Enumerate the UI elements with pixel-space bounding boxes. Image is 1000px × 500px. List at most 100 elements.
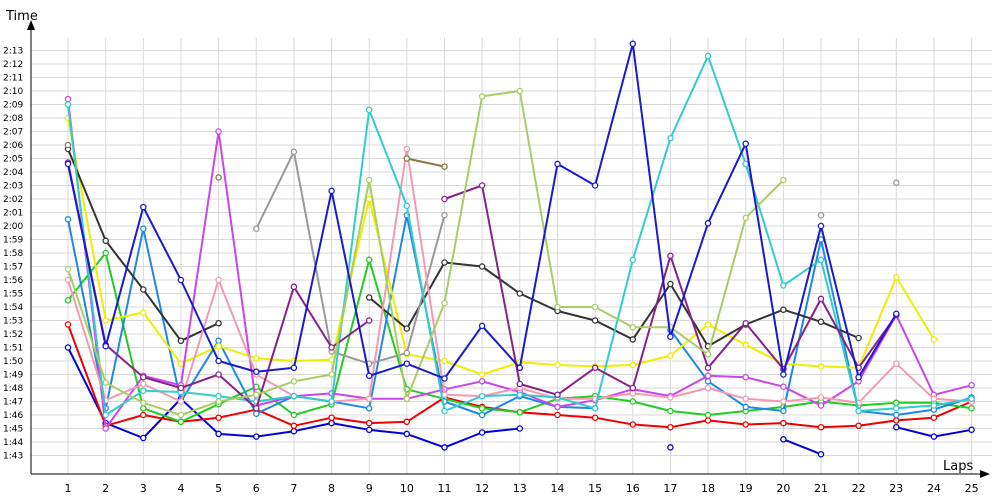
data-point — [365, 256, 373, 264]
data-point — [403, 418, 411, 426]
data-point — [290, 148, 298, 156]
y-tick-label: 2:13 — [3, 47, 23, 57]
data-point — [177, 276, 185, 284]
data-point — [140, 286, 147, 293]
data-point — [478, 392, 486, 400]
y-tick-label: 2:04 — [3, 168, 23, 178]
data-point — [893, 399, 900, 407]
data-point — [930, 433, 938, 440]
data-point — [629, 324, 637, 331]
data-point — [253, 368, 260, 376]
data-point — [215, 319, 222, 327]
data-point — [365, 176, 373, 184]
data-point — [441, 211, 448, 219]
x-tick-label: 4 — [177, 482, 184, 495]
data-point — [516, 425, 524, 432]
y-tick-label: 1:58 — [3, 249, 23, 259]
data-point — [667, 407, 674, 415]
x-tick-label: 24 — [927, 482, 941, 495]
data-point — [629, 398, 637, 405]
data-point — [403, 395, 411, 403]
y-tick-label: 1:49 — [3, 371, 23, 381]
data-point — [629, 256, 637, 264]
data-point — [591, 414, 599, 421]
data-point — [817, 256, 825, 264]
x-tick-label: 13 — [513, 482, 527, 495]
y-tick-label: 2:08 — [3, 114, 23, 124]
data-point — [64, 265, 72, 273]
data-point — [215, 128, 222, 135]
data-point — [328, 371, 335, 378]
series-12 — [64, 87, 787, 419]
data-point — [968, 426, 975, 434]
data-point — [893, 411, 900, 419]
data-point — [253, 433, 260, 440]
data-point — [591, 182, 599, 189]
data-point — [140, 399, 147, 407]
y-tick-label: 2:01 — [3, 209, 23, 219]
series-11 — [64, 159, 900, 412]
data-point — [290, 427, 298, 435]
data-point — [591, 303, 599, 311]
data-point — [855, 422, 862, 430]
data-point — [177, 337, 185, 345]
series-line — [67, 117, 935, 376]
data-point — [365, 395, 373, 403]
x-tick-label: 6 — [253, 482, 260, 495]
data-point — [177, 384, 185, 392]
data-point — [441, 375, 448, 382]
data-point — [817, 363, 825, 370]
data-point — [365, 426, 373, 434]
series-line — [406, 157, 445, 168]
data-point — [215, 398, 222, 405]
y-tick-label: 1:50 — [3, 357, 23, 367]
data-point — [328, 187, 335, 195]
data-point — [253, 225, 260, 232]
data-point — [855, 334, 862, 342]
data-point — [591, 317, 599, 324]
series-line — [67, 148, 859, 348]
data-point — [290, 392, 298, 400]
data-point — [140, 405, 147, 412]
data-point — [215, 276, 222, 284]
x-tick-label: 23 — [889, 482, 903, 495]
x-tick-label: 11 — [438, 482, 452, 495]
data-point — [516, 364, 524, 372]
data-point — [667, 352, 674, 359]
y-tick-label: 2:07 — [3, 128, 23, 138]
data-point — [140, 225, 147, 232]
data-point — [893, 417, 900, 424]
data-point — [177, 418, 185, 426]
data-point — [742, 160, 749, 168]
y-tick-label: 2:00 — [3, 222, 23, 232]
data-point — [893, 423, 900, 431]
x-tick-label: 12 — [475, 482, 489, 495]
y-tick-label: 1:54 — [3, 303, 23, 313]
data-point — [780, 436, 787, 443]
y-tick-label: 1:47 — [3, 398, 23, 408]
data-point — [742, 341, 749, 349]
y-tick-label: 1:44 — [3, 438, 23, 448]
data-point — [704, 384, 712, 392]
x-tick-label: 10 — [400, 482, 414, 495]
data-point — [215, 392, 222, 400]
data-point — [516, 87, 524, 95]
data-point — [629, 40, 637, 48]
data-point — [328, 398, 335, 405]
data-point — [102, 379, 109, 386]
data-point — [780, 398, 787, 405]
x-tick-label: 9 — [366, 482, 373, 495]
data-point — [930, 336, 938, 343]
data-point — [704, 411, 712, 419]
data-point — [893, 310, 900, 318]
data-point — [930, 414, 938, 421]
data-point — [704, 220, 712, 227]
grid-lines — [31, 38, 992, 474]
data-point — [893, 405, 900, 412]
data-point — [478, 411, 486, 419]
series-5 — [64, 114, 938, 378]
y-tick-label: 2:03 — [3, 182, 23, 192]
data-point — [817, 318, 825, 326]
data-point — [817, 211, 825, 219]
data-point — [817, 295, 825, 303]
